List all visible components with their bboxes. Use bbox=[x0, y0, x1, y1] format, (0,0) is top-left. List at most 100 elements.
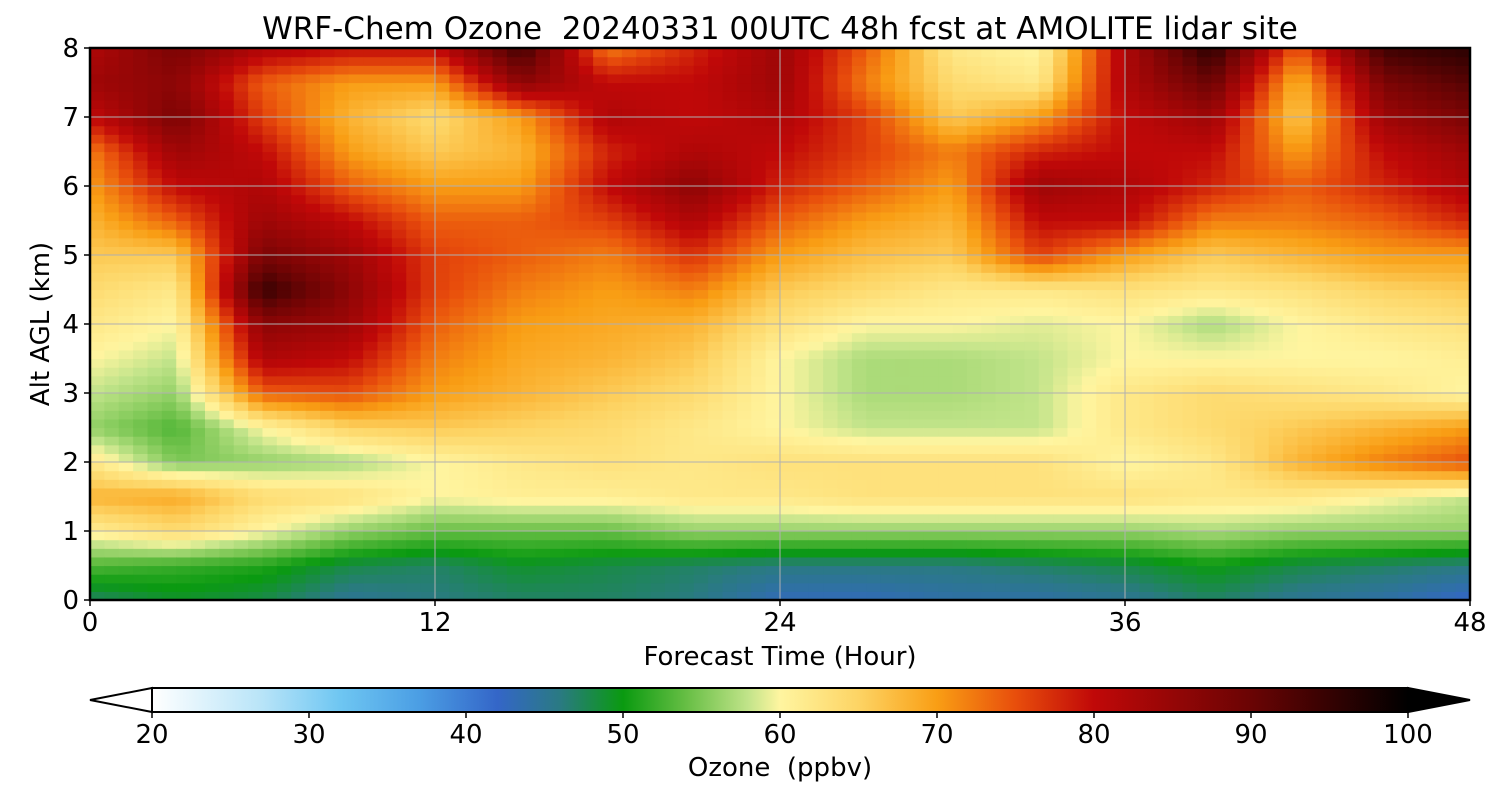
heatmap-cell bbox=[966, 470, 982, 480]
heatmap-cell bbox=[1125, 82, 1140, 92]
heatmap-cell bbox=[535, 582, 551, 592]
heatmap-cell bbox=[478, 332, 494, 342]
heatmap-cell bbox=[1196, 462, 1212, 472]
heatmap-cell bbox=[564, 358, 580, 368]
heatmap-cell bbox=[420, 358, 436, 368]
heatmap-cell bbox=[564, 462, 580, 472]
heatmap-cell bbox=[161, 117, 177, 127]
heatmap-cell bbox=[981, 194, 997, 204]
heatmap-cell bbox=[133, 496, 149, 506]
heatmap-cell bbox=[736, 211, 752, 222]
heatmap-cell bbox=[521, 358, 537, 368]
heatmap-cell bbox=[449, 186, 465, 196]
heatmap-cell bbox=[506, 255, 522, 265]
heatmap-cell bbox=[521, 341, 537, 351]
heatmap-cell bbox=[190, 487, 206, 498]
heatmap-cell bbox=[1053, 65, 1069, 75]
heatmap-cell bbox=[1024, 246, 1040, 256]
heatmap-cell bbox=[535, 99, 551, 109]
heatmap-cell bbox=[133, 591, 149, 600]
heatmap-cell bbox=[780, 186, 795, 196]
heatmap-cell bbox=[794, 341, 810, 351]
heatmap-cell bbox=[90, 280, 105, 291]
heatmap-cell bbox=[391, 349, 407, 360]
heatmap-cell bbox=[751, 229, 767, 239]
heatmap-cell bbox=[1038, 487, 1054, 498]
heatmap-cell bbox=[176, 117, 192, 127]
heatmap-cell bbox=[765, 453, 781, 463]
heatmap-cell bbox=[420, 142, 436, 153]
heatmap-cell bbox=[1038, 186, 1054, 196]
heatmap-cell bbox=[348, 548, 364, 558]
heatmap-cell bbox=[650, 462, 666, 472]
heatmap-cell bbox=[248, 48, 264, 58]
heatmap-cell bbox=[233, 194, 249, 204]
heatmap-cell bbox=[435, 177, 450, 187]
heatmap-cell bbox=[276, 505, 292, 515]
heatmap-cell bbox=[521, 186, 537, 196]
heatmap-cell bbox=[621, 384, 637, 394]
heatmap-cell bbox=[880, 91, 896, 101]
heatmap-cell bbox=[995, 220, 1011, 230]
heatmap-cell bbox=[118, 117, 134, 127]
heatmap-cell bbox=[435, 91, 450, 101]
heatmap-cell bbox=[291, 367, 307, 377]
heatmap-cell bbox=[463, 565, 479, 575]
heatmap-cell bbox=[190, 470, 206, 480]
heatmap-cell bbox=[1182, 436, 1198, 446]
heatmap-cell bbox=[665, 220, 680, 230]
heatmap-cell bbox=[895, 280, 910, 291]
heatmap-cell bbox=[377, 125, 393, 135]
heatmap-cell bbox=[823, 332, 839, 342]
heatmap-cell bbox=[866, 393, 882, 403]
heatmap-cell bbox=[564, 263, 580, 273]
heatmap-cell bbox=[219, 177, 235, 187]
heatmap-cell bbox=[478, 108, 494, 118]
heatmap-cell bbox=[837, 237, 853, 247]
heatmap-cell bbox=[837, 487, 853, 498]
heatmap-cell bbox=[147, 574, 163, 584]
heatmap-cell bbox=[895, 211, 910, 222]
heatmap-cell bbox=[1153, 401, 1169, 411]
heatmap-cell bbox=[420, 211, 436, 222]
heatmap-cell bbox=[463, 177, 479, 187]
heatmap-cell bbox=[190, 194, 206, 204]
heatmap-cell bbox=[1139, 272, 1155, 282]
heatmap-cell bbox=[866, 134, 882, 144]
heatmap-cell bbox=[823, 539, 839, 549]
heatmap-cell bbox=[693, 272, 709, 282]
heatmap-cell bbox=[578, 427, 594, 437]
heatmap-cell bbox=[780, 203, 795, 213]
heatmap-cell bbox=[463, 117, 479, 127]
heatmap-cell bbox=[1153, 134, 1169, 144]
heatmap-cell bbox=[147, 168, 163, 178]
heatmap-cell bbox=[219, 151, 235, 161]
heatmap-cell bbox=[305, 401, 321, 411]
heatmap-cell bbox=[780, 582, 795, 592]
heatmap-cell bbox=[1153, 332, 1169, 342]
heatmap-cell bbox=[895, 401, 910, 411]
heatmap-cell bbox=[550, 134, 565, 144]
heatmap-cell bbox=[1168, 220, 1184, 230]
heatmap-cell bbox=[780, 513, 795, 523]
heatmap-cell bbox=[521, 246, 537, 256]
heatmap-cell bbox=[161, 582, 177, 592]
heatmap-cell bbox=[751, 168, 767, 178]
heatmap-cell bbox=[837, 73, 853, 84]
heatmap-cell bbox=[736, 315, 752, 325]
heatmap-cell bbox=[621, 203, 637, 213]
heatmap-cell bbox=[808, 427, 824, 437]
heatmap-cell bbox=[521, 117, 537, 127]
heatmap-cell bbox=[708, 91, 724, 101]
heatmap-cell bbox=[550, 151, 565, 161]
heatmap-cell bbox=[406, 151, 422, 161]
heatmap-cell bbox=[506, 237, 522, 247]
heatmap-cell bbox=[406, 556, 422, 567]
heatmap-cell bbox=[1081, 229, 1097, 239]
heatmap-cell bbox=[708, 211, 724, 222]
heatmap-cell bbox=[938, 522, 954, 532]
heatmap-cell bbox=[966, 427, 982, 437]
heatmap-cell bbox=[607, 332, 623, 342]
heatmap-cell bbox=[1182, 367, 1198, 377]
heatmap-cell bbox=[90, 117, 105, 127]
